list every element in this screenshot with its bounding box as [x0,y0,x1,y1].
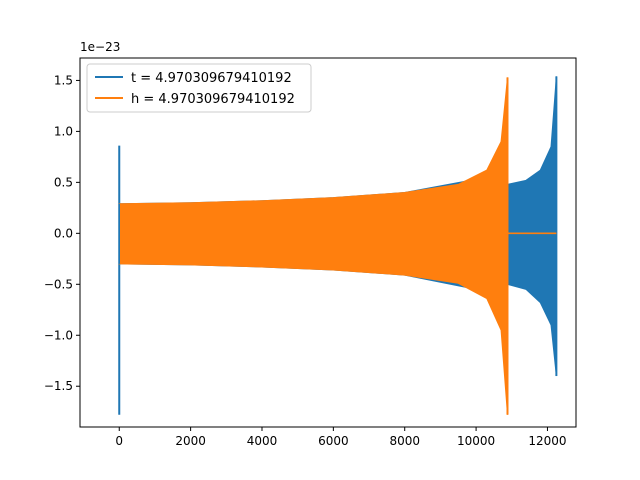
y-tick-label: 0.5 [54,175,73,189]
x-tick-label: 8000 [389,434,420,448]
y-scale-offset-label: 1e−23 [80,40,120,54]
legend-box [86,63,312,113]
y-tick-label: −0.5 [44,277,73,291]
x-tick-label: 10000 [457,434,495,448]
y-tick-label: −1.0 [44,328,73,342]
legend-label: h = 4.970309679410192 [131,92,295,107]
x-tick-label: 12000 [528,434,566,448]
y-tick-label: −1.5 [44,379,73,393]
x-tick-label: 6000 [318,434,349,448]
legend-label: t = 4.970309679410192 [131,71,292,86]
axes-frame [79,57,577,428]
y-tick-label: 1.5 [54,73,73,87]
legend: t = 4.970309679410192 h = 4.9703096794101… [86,63,312,113]
y-tick-label: 1.0 [54,124,73,138]
x-tick-label: 0 [115,434,123,448]
x-tick-label: 4000 [247,434,278,448]
x-tick-label: 2000 [175,434,206,448]
y-tick-label: 0.0 [54,226,73,240]
series-h-envelope [118,77,508,415]
